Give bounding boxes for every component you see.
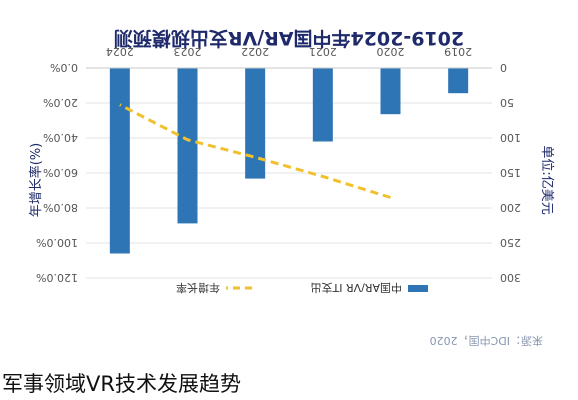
primary-tick-label: 20.0% xyxy=(43,96,78,109)
primary-axis-label: 年增长率(%) xyxy=(28,143,44,218)
bars xyxy=(109,68,469,254)
legend: 中国AR/VR IT支出 年增长率 xyxy=(176,281,428,295)
x-tick-label: 2022 xyxy=(241,45,269,58)
grid-lines xyxy=(86,67,492,279)
chart-title: 2019-2024年中国AR/VR支出规模预测 xyxy=(114,27,464,50)
primary-tick-label: 0.0% xyxy=(50,61,78,74)
secondary-tick-label: 300 xyxy=(500,271,521,284)
legend-line-label: 年增长率 xyxy=(176,281,220,295)
secondary-axis-label: 单位:亿美元 xyxy=(539,145,554,214)
primary-tick-label: 60.0% xyxy=(43,166,78,179)
chart-card: 0 0.0% 50 20.0% 100 40.0% 150 60.0% 200 80.0% 250 1… xyxy=(28,27,554,348)
secondary-tick-label: 200 xyxy=(500,201,521,214)
bar-2024 xyxy=(109,68,130,254)
primary-tick-label: 100.0% xyxy=(36,236,78,249)
x-tick-label: 2020 xyxy=(377,45,405,58)
secondary-tick-label: 100 xyxy=(500,131,521,144)
x-tick-label: 2023 xyxy=(174,45,202,58)
bar-2019 xyxy=(448,68,469,94)
x-tick-label: 2019 xyxy=(444,45,472,58)
axes: 0 0.0% 50 20.0% 100 40.0% 150 60.0% 200 80.0% 250 1… xyxy=(36,45,521,284)
x-tick-label: 2024 xyxy=(106,45,134,58)
secondary-tick-label: 250 xyxy=(500,236,521,249)
bar-2023 xyxy=(177,68,198,224)
article-caption: 军事领域VR技术发展趋势 xyxy=(2,372,241,396)
bar-2020 xyxy=(380,68,401,115)
primary-tick-label: 120.0% xyxy=(36,271,78,284)
bar-2021 xyxy=(312,68,333,142)
secondary-tick-label: 50 xyxy=(500,96,514,109)
growth-line xyxy=(119,103,391,199)
growth-rate-line xyxy=(119,103,391,199)
legend-bar-label: 中国AR/VR IT支出 xyxy=(310,281,402,295)
secondary-tick-label: 150 xyxy=(500,166,521,179)
x-tick-label: 2021 xyxy=(309,45,337,58)
source-note: 来源：IDC中国，2020 xyxy=(430,334,543,348)
bar-2022 xyxy=(245,68,266,179)
legend-bar-swatch xyxy=(408,285,428,292)
primary-tick-label: 80.0% xyxy=(43,201,78,214)
primary-tick-label: 40.0% xyxy=(43,131,78,144)
chart-svg: 0 0.0% 50 20.0% 100 40.0% 150 60.0% 200 80.0% 250 1… xyxy=(28,27,554,348)
caption-bar xyxy=(0,360,578,400)
secondary-tick-label: 0 xyxy=(500,61,507,74)
